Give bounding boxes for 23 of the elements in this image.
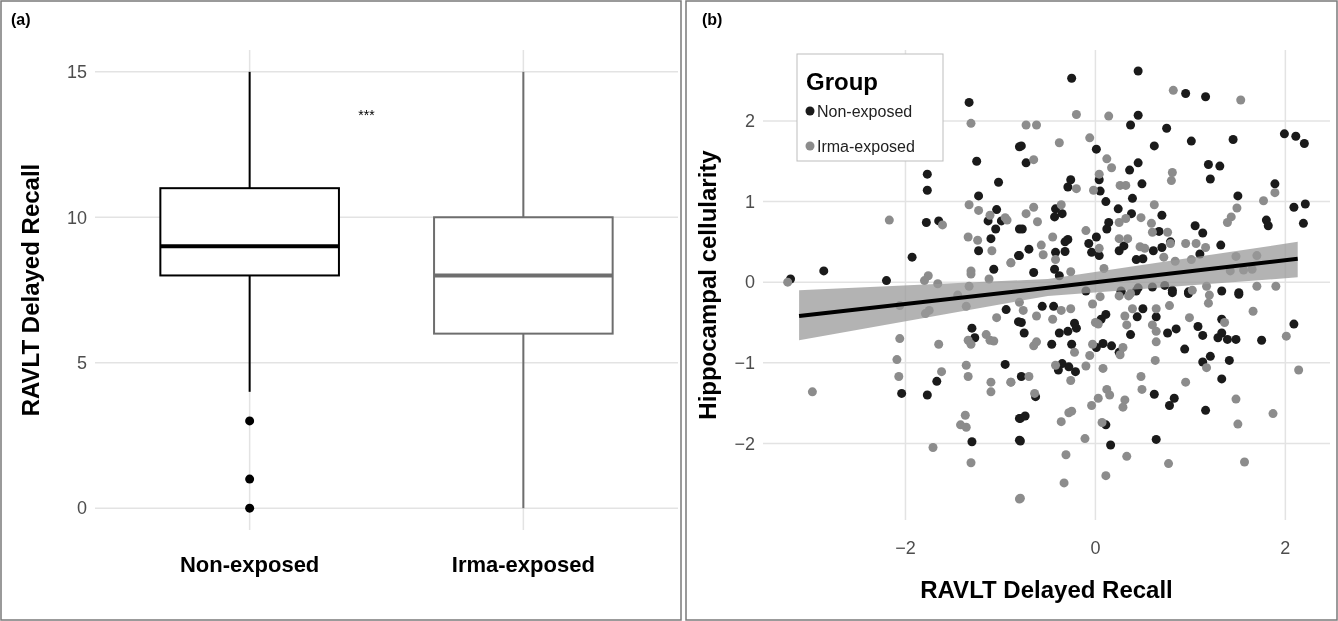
x-tick-label: Irma-exposed xyxy=(451,552,595,577)
y-tick-label: 2 xyxy=(744,111,755,132)
y-axis-title: Hippocampal cellularity xyxy=(694,149,721,420)
y-tick-label: 1 xyxy=(744,191,755,212)
chart-title: (a) xyxy=(11,11,31,28)
y-axis-title: RAVLT Delayed Recall xyxy=(17,163,44,417)
y-tick-label: 15 xyxy=(66,62,87,83)
x-tick-label: −2 xyxy=(895,538,916,558)
x-tick-label: Non-exposed xyxy=(179,552,320,577)
y-tick-label: 5 xyxy=(76,353,87,374)
legend-title: Group xyxy=(806,68,878,95)
legend-label: Non-exposed xyxy=(817,102,913,120)
x-axis-title: RAVLT Delayed Recall xyxy=(920,576,1173,603)
y-tick-label: 10 xyxy=(66,207,87,228)
x-tick-label: 2 xyxy=(1280,538,1291,558)
x-tick-label: 0 xyxy=(1090,538,1101,558)
legend-label: Irma-exposed xyxy=(817,137,915,155)
y-tick-label: 0 xyxy=(76,498,87,519)
y-tick-label: −1 xyxy=(734,353,755,374)
y-tick-label: −2 xyxy=(734,433,755,454)
annotation: *** xyxy=(358,107,376,123)
chart-title: (b) xyxy=(702,11,723,28)
y-tick-label: 0 xyxy=(744,272,755,293)
